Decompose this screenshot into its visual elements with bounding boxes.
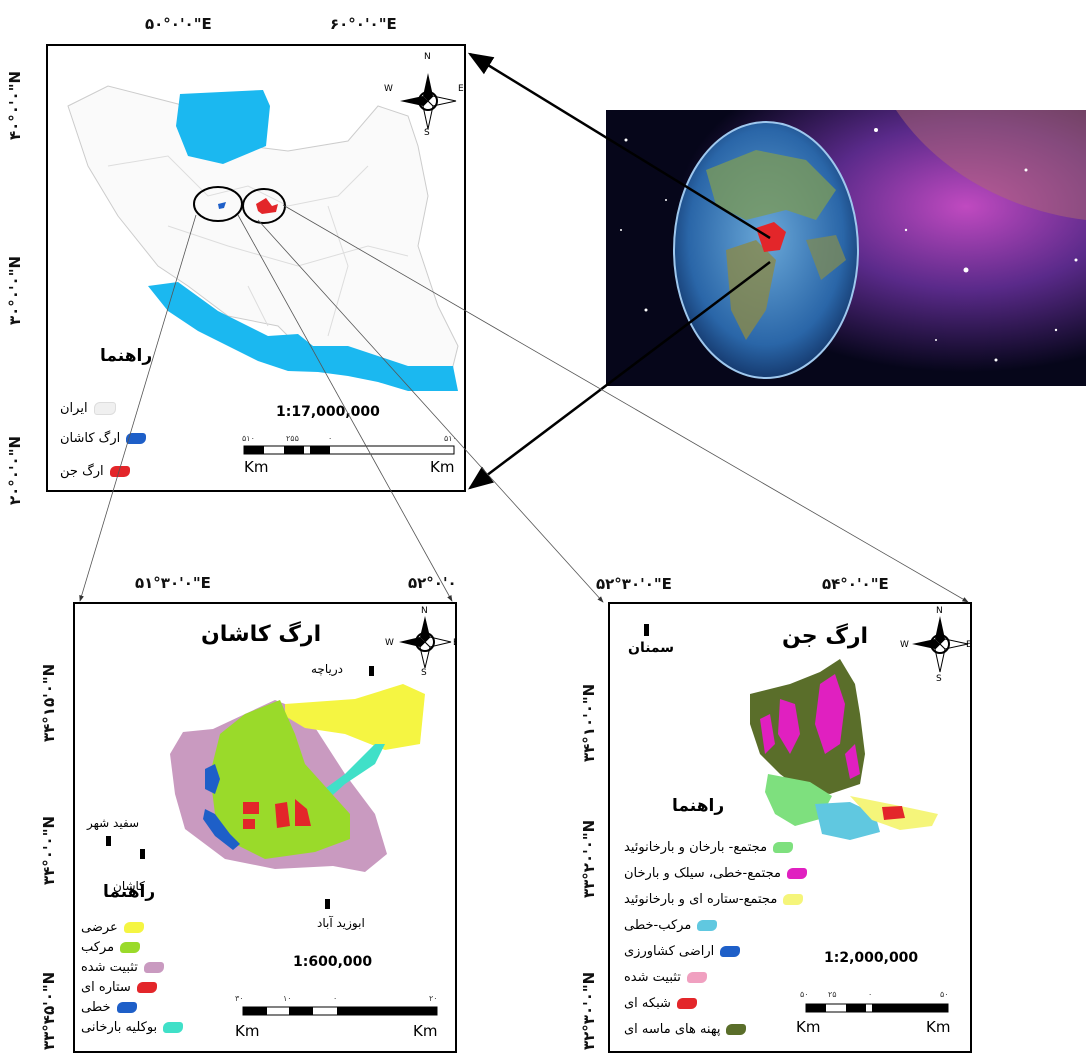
iran-map-lon-label-50: ۵۰°۰'۰"E: [145, 15, 212, 33]
kashan-map-graphic: [106, 616, 452, 1016]
kashan-map-legend-title: راهنما: [103, 882, 156, 902]
jen-map-km-right: Km: [926, 1018, 951, 1036]
kashan-map-scale-tick: ۳۰: [235, 994, 244, 1003]
kashan-map-lat-label-2: ۳۴°۰'۰"N: [40, 815, 58, 885]
iran-legend-swatch: [93, 402, 116, 415]
kashan-map-scale-tick: ۱۰: [283, 994, 292, 1003]
jen-map-lat-label-3: ۳۲°۳۰'۰"N: [580, 971, 598, 1050]
iran-map-scale-ratio: 1:17,000,000: [276, 404, 380, 420]
jen-map-legend-item: پهنه های ماسه ای: [624, 1022, 747, 1037]
kashan-map-legend-item: خطی: [81, 1000, 137, 1015]
jen-map-legend-item: مجتمع-خطی، سیلک و بارخان: [624, 866, 807, 881]
kashan-map-legend-item: ستاره ای: [81, 980, 157, 995]
jen-map-compass-w: W: [900, 640, 909, 650]
jen-map-compass-n: N: [936, 606, 943, 616]
kashan-map-frame: ارگ کاشان N S E W دریاچه سفید شهر کاشان …: [73, 602, 457, 1053]
jen-map-km-left: Km: [796, 1018, 821, 1036]
north-arrow-icon: [399, 616, 452, 669]
kashan-map-scale-ratio: 1:600,000: [293, 954, 373, 970]
iran-map-scale-tick: ۰: [328, 434, 333, 443]
jen-map-lon-label-1: ۵۲°۳۰'۰"E: [596, 575, 672, 593]
kashan-map-city-label: سفید شهر: [87, 816, 140, 830]
kashan-map-legend-item: تثبیت شده: [81, 960, 164, 975]
erg-jen-legend-swatch: [109, 466, 130, 477]
jen-map-graphic: [644, 616, 969, 1013]
iran-map-scale-tick: ۵۱۰: [444, 434, 457, 443]
jen-map-scale-tick: ۲۵: [828, 990, 837, 999]
iran-map-graphic: [67, 73, 459, 455]
jen-map-frame: ارگ جن سمنان N S E W راهنما مجتمع- بارخا…: [608, 602, 972, 1053]
jen-map-legend-item: شبکه ای: [624, 996, 697, 1011]
kashan-map-city-label: ابوزید آباد: [317, 916, 365, 930]
iran-map-compass-n: N: [424, 52, 431, 62]
jen-map-legend-item: مجتمع- بارخان و بارخانوئید: [624, 840, 794, 855]
kashan-map-lat-label-3: ۳۳°۴۵'۰"N: [40, 971, 58, 1050]
jen-map-compass-s: S: [936, 674, 942, 684]
iran-map-scale-tick: ۵۱۰: [242, 434, 255, 443]
erg-kashan-legend-swatch: [126, 433, 147, 444]
iran-map-compass-e: E: [458, 84, 464, 94]
jen-map-legend-item: اراضی کشاورزی: [624, 944, 741, 959]
kashan-map-km-left: Km: [235, 1022, 260, 1040]
jen-map-city-label: سمنان: [628, 640, 675, 656]
iran-map-km-right: Km: [430, 458, 455, 476]
iran-map-compass-s: S: [424, 128, 430, 138]
iran-map-km-left: Km: [244, 458, 269, 476]
kashan-map-legend-item: عرضی: [81, 920, 144, 935]
jen-map-lat-label-2: ۳۳°۲۰'۰"N: [580, 819, 598, 898]
iran-map-lat-label-30: ۳۰°۰'۰"N: [6, 255, 24, 325]
jen-map-lat-label-1: ۳۴°۱۰'۰"N: [580, 683, 598, 762]
kashan-map-scale-tick: ۲۰: [429, 994, 438, 1003]
kashan-map-scale-tick: ۰: [333, 994, 338, 1003]
kashan-map-lat-label-1: ۳۴°۱۵'۰"N: [40, 663, 58, 742]
jen-map-lon-label-2: ۵۴°۰'۰"E: [822, 575, 889, 593]
iran-map-lat-label-20: ۲۰°۰'۰"N: [6, 435, 24, 505]
globe-space-image: [606, 110, 1086, 386]
jen-map-legend-item: تثبیت شده: [624, 970, 707, 985]
jen-map-scale-tick: ۵۰: [800, 990, 809, 999]
iran-map-frame: N S E W راهنما ایران ارگ کاشان ارگ جن 1:…: [46, 44, 466, 492]
north-arrow-icon: [912, 616, 969, 673]
kashan-map-city-label: دریاچه: [311, 662, 343, 676]
jen-map-compass-e: E: [966, 640, 972, 650]
jen-map-scale-ratio: 1:2,000,000: [824, 950, 919, 966]
kashan-map-title: ارگ کاشان: [201, 622, 322, 647]
jen-map-scale-tick: ۵۰: [940, 990, 949, 999]
kashan-map-compass-n: N: [421, 606, 428, 616]
iran-map-scale-tick: ۲۵۵: [286, 434, 299, 443]
jen-map-legend-title: راهنما: [672, 796, 725, 816]
kashan-map-lon-label-1: ۵۱°۳۰'۰"E: [135, 574, 211, 592]
kashan-map-km-right: Km: [413, 1022, 438, 1040]
kashan-map-compass-e: E: [453, 638, 455, 648]
iran-map-compass-w: W: [384, 84, 393, 94]
kashan-map-compass-s: S: [421, 668, 427, 678]
jen-map-legend-item: مرکب-خطی: [624, 918, 718, 933]
iran-map-lat-label-40: ۴۰°۰'۰"N: [6, 70, 24, 140]
kashan-map-compass-w: W: [385, 638, 394, 648]
iran-map-legend-item: ارگ جن: [60, 464, 130, 479]
kashan-map-legend-item: مرکب: [81, 940, 141, 955]
kashan-map-city-label: کاشان: [113, 879, 145, 893]
iran-map-legend-item: ارگ کاشان: [60, 431, 147, 446]
city-marker-icon: [644, 624, 649, 636]
city-marker-icon: [106, 666, 374, 909]
iran-map-legend-item: ایران: [60, 401, 116, 416]
kashan-map-lon-label-2: ۵۲°۰'۰: [408, 574, 457, 592]
iran-map-lon-label-60: ۶۰°۰'۰"E: [330, 15, 397, 33]
north-arrow-icon: [400, 73, 457, 130]
jen-map-legend-item: مجتمع-ستاره ای و بارخانوئید: [624, 892, 804, 907]
kashan-map-legend-item: بوکلیه بارخانی: [81, 1020, 184, 1035]
iran-map-legend-title: راهنما: [100, 346, 153, 366]
jen-map-scale-tick: ۰: [868, 990, 873, 999]
jen-map-title: ارگ جن: [782, 624, 869, 649]
